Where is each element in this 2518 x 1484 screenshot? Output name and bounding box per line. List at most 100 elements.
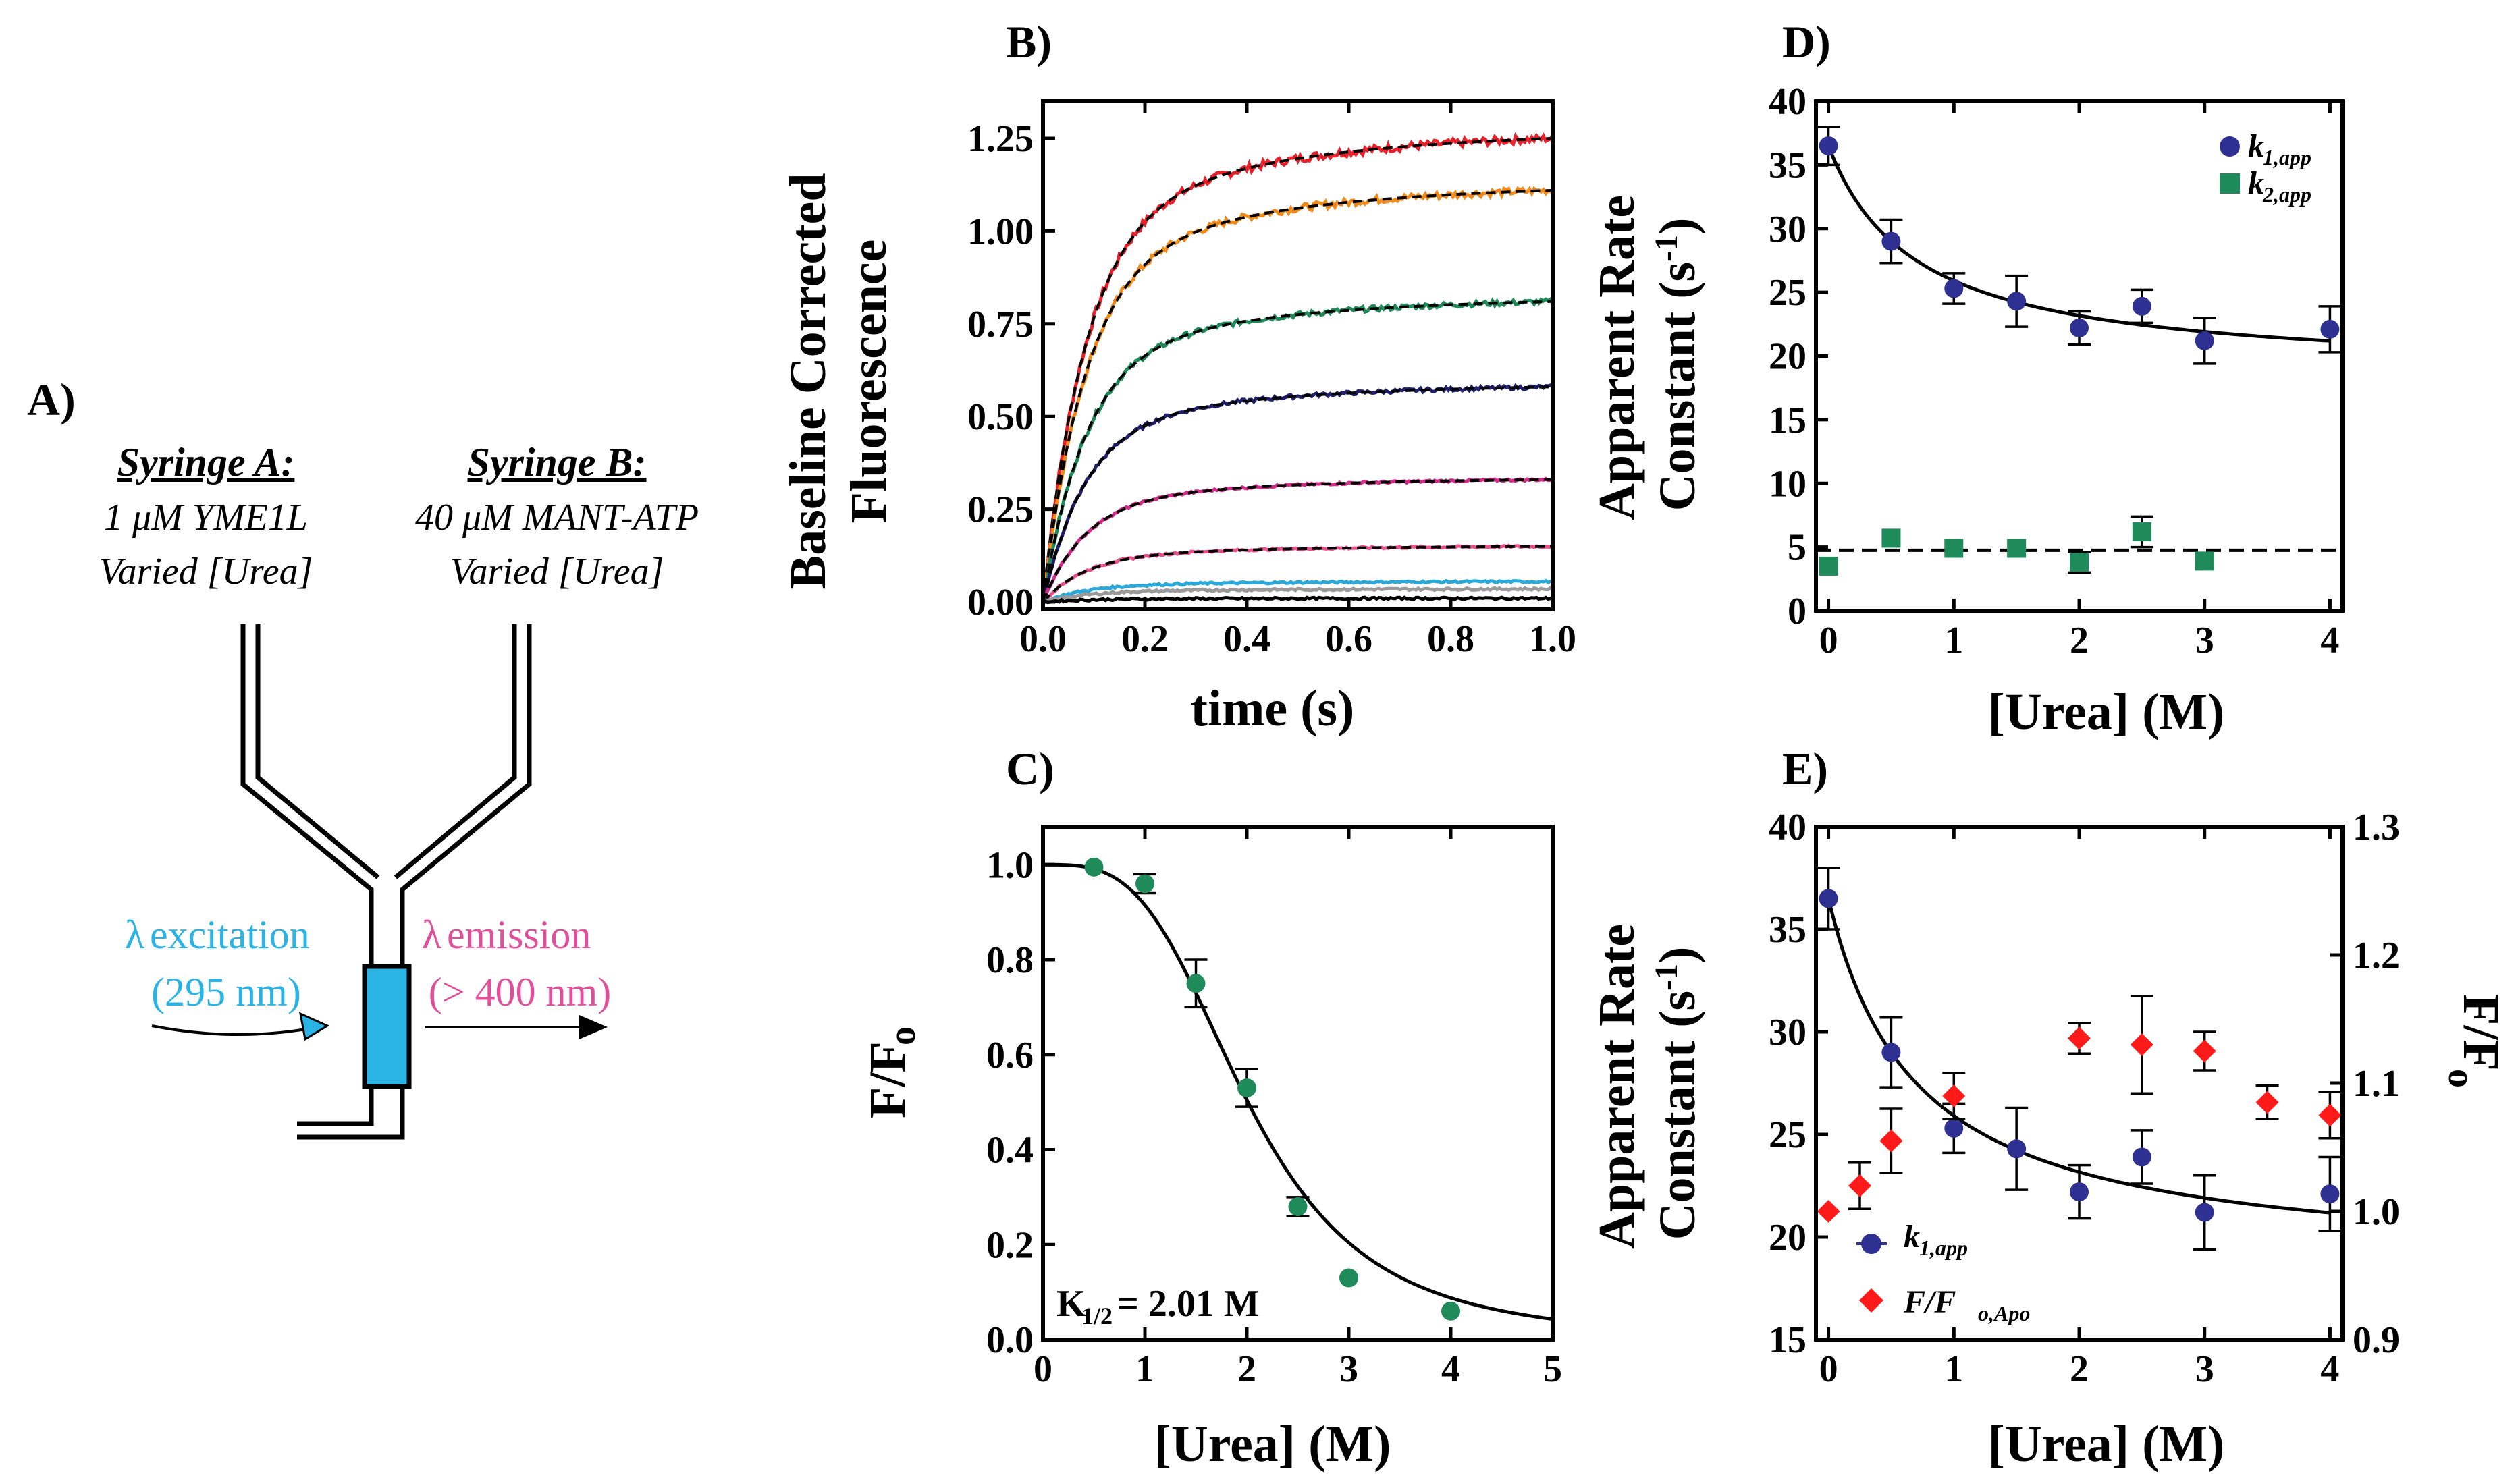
panel-c-xtick-label: 4 (1441, 1348, 1460, 1390)
syringe-a-title: Syringe A: (117, 440, 295, 485)
panel-c-xtick-label: 0 (1034, 1348, 1052, 1390)
panel-e-ylabel: Apparent Rate Constant (s-1) (1588, 924, 1706, 1249)
syringe-b-title: Syringe B: (467, 440, 646, 485)
panel-b-ytick-label: 1.25 (967, 118, 1034, 160)
panel-d-ytick-label: 40 (1769, 81, 1806, 123)
panel-e-s1-point (2132, 1147, 2151, 1167)
panel-e-y2tick-label: 0.9 (2353, 1319, 2400, 1361)
panel-c-ylabel-text: F/F (859, 1041, 916, 1118)
panel-b-xtick-label: 1.0 (1529, 618, 1576, 660)
panel-c-label: C) (1006, 743, 1054, 794)
panel-b: B) Baseline Corrected Fluorescence time … (780, 16, 1576, 737)
panel-e-s2-point (2255, 1091, 2279, 1114)
panel-c-xtick-label: 5 (1543, 1348, 1562, 1390)
panel-c-plot: 0 1 2 3 4 5 0.0 0.2 0.4 0.6 0.8 1.0 (986, 825, 1562, 1390)
panel-b-fit-6 (1042, 545, 1553, 603)
panel-e-s2-point (2318, 1103, 2342, 1127)
legend-k1-marker (1861, 1234, 1881, 1254)
panel-b-xtick-label: 0.8 (1427, 618, 1474, 660)
panel-d-xtick-label: 1 (1944, 620, 1963, 661)
panel-b-xtick-label: 0.0 (1019, 618, 1067, 660)
panel-b-fit-5 (1042, 478, 1553, 603)
panel-e-xtick-label: 1 (1944, 1348, 1963, 1390)
panel-d-ytick-label: 35 (1769, 144, 1806, 186)
panel-e-ytick-label: 15 (1769, 1319, 1806, 1361)
legend-k1-marker (2220, 136, 2240, 157)
excitation-wavelength: (295 nm) (151, 970, 301, 1014)
panel-d-s1-point (1819, 136, 1838, 156)
panel-b-trace-3 (1041, 296, 1555, 603)
panel-b-xlabel: time (s) (1191, 680, 1355, 737)
emission-label: λ emission (> 400 nm) (422, 912, 611, 1014)
panel-e-ylabel-line1: Apparent Rate (1588, 924, 1645, 1249)
panel-e-frame (1814, 825, 2345, 1342)
panel-c-xtick-label: 2 (1237, 1348, 1256, 1390)
panel-e: E) Apparent Rate Constant (s-1) F/F o [U… (1588, 743, 2509, 1473)
panel-b-plot: 0.0 0.2 0.4 0.6 0.8 1.0 0.00 0.25 0.50 0.75 1.00 1.… (967, 99, 1576, 660)
panel-d-ytick-label: 0 (1788, 590, 1806, 632)
panel-b-fit-1 (1042, 137, 1553, 603)
panel-d-ylabel-line2: Constant (s-1) (1649, 218, 1707, 512)
panel-d-legend: k 1,app k 2,app (2220, 128, 2311, 207)
panel-c-ylabel-sub: o (882, 1026, 923, 1045)
panel-b-ytick-label: 0.75 (967, 304, 1034, 346)
panel-d-xtick-label: 4 (2320, 620, 2339, 661)
panel-b-trace-8 (1042, 586, 1554, 605)
panel-e-xtick-label: 2 (2070, 1348, 2089, 1390)
panel-c-point (1135, 874, 1154, 894)
panel-d-s1-point (2320, 319, 2340, 339)
panel-e-ylabel-line2: Constant (s-1) (1649, 947, 1707, 1240)
panel-d-xlabel: [Urea] (M) (1988, 684, 2225, 740)
arrow-right-icon (299, 1012, 330, 1041)
panel-e-xtick-label: 4 (2320, 1348, 2339, 1390)
panel-b-frame (1041, 99, 1555, 611)
panel-b-ytick-label: 0.25 (967, 489, 1034, 531)
panel-d-s1-point (2195, 331, 2214, 350)
panel-c-point (1441, 1301, 1460, 1321)
panel-d-s2-point (2132, 522, 2151, 541)
excitation-lambda: λ (125, 912, 144, 957)
panel-c-ytick-label: 0.6 (986, 1035, 1034, 1076)
panel-c-point (1186, 974, 1206, 993)
syringe-b-line1: 40 μM MANT-ATP (415, 497, 699, 539)
syringe-b-line2: Varied [Urea] (450, 551, 664, 593)
panel-e-ytick-label: 25 (1769, 1114, 1806, 1156)
panel-b-xtick-label: 0.4 (1223, 618, 1270, 660)
panel-e-y2label-sub: o (2440, 1069, 2482, 1088)
panel-e-xtick-label: 3 (2195, 1348, 2214, 1390)
arrow-right-icon (579, 1015, 608, 1039)
panel-c-annotation-k: K (1056, 1283, 1086, 1325)
observation-cell-icon (362, 964, 412, 1089)
panel-e-s1-point (2320, 1184, 2340, 1204)
excitation-text: excitation (150, 912, 310, 957)
panel-e-y2tick-label: 1.0 (2353, 1191, 2400, 1233)
legend-ffo-sub: o,Apo (1978, 1301, 2030, 1325)
panel-c-xtick-label: 3 (1339, 1348, 1358, 1390)
panel-e-s2-point (1879, 1129, 1903, 1153)
panel-c-point (1084, 857, 1104, 877)
emission-text: emission (447, 912, 591, 957)
panel-c-point (1339, 1268, 1358, 1288)
panel-d-s1-point (2070, 318, 2089, 337)
panel-c-ytick-label: 0.4 (986, 1130, 1034, 1172)
panel-b-trace-9 (1042, 595, 1553, 605)
panel-b-trace-5 (1041, 476, 1553, 604)
panel-b-ytick-label: 0.00 (967, 582, 1034, 624)
panel-c-point (1237, 1078, 1256, 1098)
panel-c-xtick-label: 1 (1135, 1348, 1154, 1390)
panel-b-label: B) (1006, 16, 1052, 67)
panel-d-ylabel: Apparent Rate Constant (s-1) (1588, 195, 1706, 520)
panel-e-y2tick-label: 1.3 (2353, 806, 2400, 848)
panel-e-y2tick-label: 1.1 (2353, 1063, 2400, 1105)
panel-b-xtick-label: 0.6 (1325, 618, 1372, 660)
panel-d-s1-point (2007, 292, 2027, 311)
panel-d-s2-point (1819, 556, 1838, 576)
panel-d-ylabel-line1: Apparent Rate (1588, 195, 1645, 520)
panel-d-xtick-label: 3 (2195, 620, 2214, 661)
legend-k1-sub: 1,app (1919, 1236, 1968, 1260)
panel-d-s1-point (1944, 279, 1964, 298)
panel-e-y2label: F/F o (2440, 994, 2509, 1088)
panel-e-ytick-label: 35 (1769, 909, 1806, 951)
panel-c-ylabel: F/F o (859, 1026, 923, 1118)
